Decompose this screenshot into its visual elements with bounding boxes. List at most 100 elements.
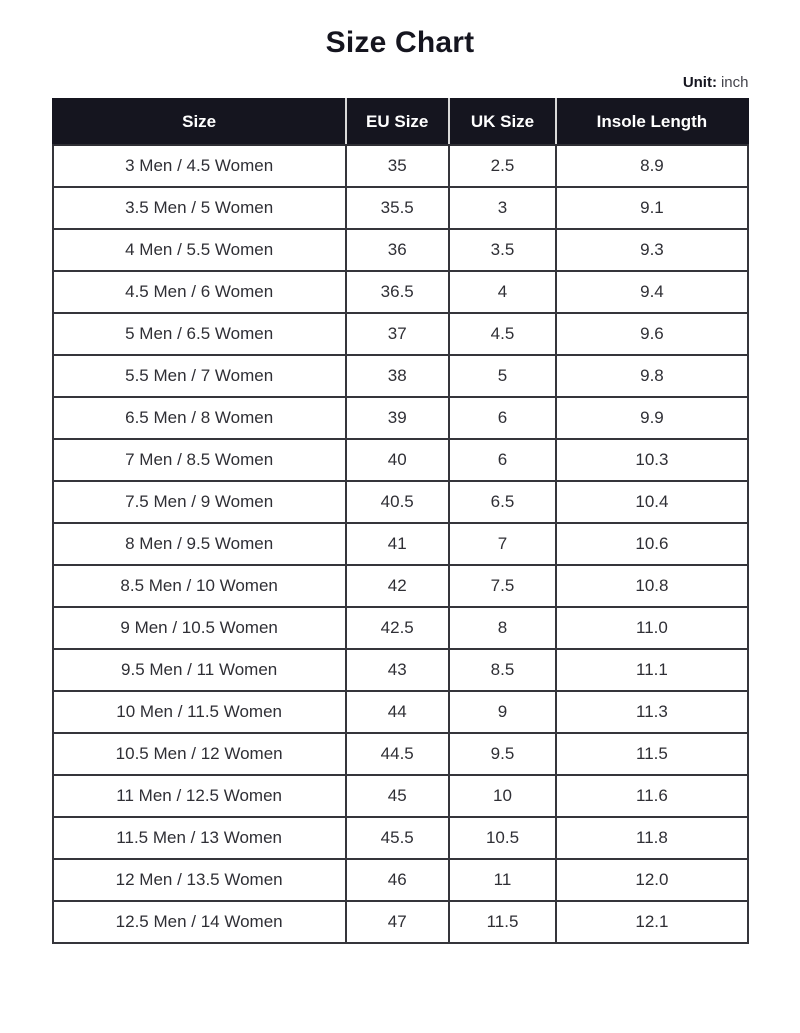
unit-label: Unit: <box>682 74 717 91</box>
table-row: 10 Men / 11.5 Women 44 9 11.3 <box>51 690 749 734</box>
table-row: 12 Men / 13.5 Women 46 11 12.0 <box>51 858 749 902</box>
uk-size-cell: 7 <box>447 522 558 566</box>
eu-size-cell: 40 <box>344 438 450 482</box>
eu-size-cell: 43 <box>344 648 450 692</box>
uk-size-cell: 9 <box>447 690 558 734</box>
insole-length-cell: 10.3 <box>555 438 749 482</box>
unit-note: Unit: inch <box>52 74 749 91</box>
page-title: Size Chart <box>325 26 475 59</box>
size-cell: 8 Men / 9.5 Women <box>51 522 347 566</box>
size-cell: 10.5 Men / 12 Women <box>51 732 347 776</box>
insole-length-cell: 12.1 <box>555 900 749 944</box>
column-header-insole-length: Insole Length <box>555 98 749 146</box>
eu-size-cell: 44 <box>344 690 450 734</box>
size-cell: 3.5 Men / 5 Women <box>51 186 347 230</box>
uk-size-cell: 10.5 <box>447 816 558 860</box>
insole-length-cell: 9.8 <box>555 354 749 398</box>
uk-size-cell: 8.5 <box>447 648 558 692</box>
table-row: 3 Men / 4.5 Women 35 2.5 8.9 <box>51 144 749 188</box>
eu-size-cell: 38 <box>344 354 450 398</box>
size-cell: 4 Men / 5.5 Women <box>51 228 347 272</box>
size-cell: 9.5 Men / 11 Women <box>51 648 347 692</box>
size-chart-table: Size EU Size UK Size Insole Length 3 Men… <box>51 98 749 944</box>
size-cell: 10 Men / 11.5 Women <box>51 690 347 734</box>
table-row: 9.5 Men / 11 Women 43 8.5 11.1 <box>51 648 749 692</box>
uk-size-cell: 11.5 <box>447 900 558 944</box>
insole-length-cell: 11.1 <box>555 648 749 692</box>
table-row: 7.5 Men / 9 Women 40.5 6.5 10.4 <box>51 480 749 524</box>
table-row: 7 Men / 8.5 Women 40 6 10.3 <box>51 438 749 482</box>
size-cell: 12.5 Men / 14 Women <box>51 900 347 944</box>
uk-size-cell: 11 <box>447 858 558 902</box>
table-row: 8.5 Men / 10 Women 42 7.5 10.8 <box>51 564 749 608</box>
insole-length-cell: 12.0 <box>555 858 749 902</box>
uk-size-cell: 3.5 <box>447 228 558 272</box>
uk-size-cell: 10 <box>447 774 558 818</box>
uk-size-cell: 7.5 <box>447 564 558 608</box>
eu-size-cell: 47 <box>344 900 450 944</box>
column-header-uk-size: UK Size <box>447 98 558 146</box>
uk-size-cell: 6 <box>447 396 558 440</box>
column-header-size: Size <box>51 98 347 146</box>
table-row: 11 Men / 12.5 Women 45 10 11.6 <box>51 774 749 818</box>
table-row: 5.5 Men / 7 Women 38 5 9.8 <box>51 354 749 398</box>
uk-size-cell: 6.5 <box>447 480 558 524</box>
uk-size-cell: 9.5 <box>447 732 558 776</box>
insole-length-cell: 8.9 <box>555 144 749 188</box>
size-cell: 3 Men / 4.5 Women <box>51 144 347 188</box>
insole-length-cell: 9.9 <box>555 396 749 440</box>
table-row: 8 Men / 9.5 Women 41 7 10.6 <box>51 522 749 566</box>
insole-length-cell: 10.8 <box>555 564 749 608</box>
uk-size-cell: 3 <box>447 186 558 230</box>
uk-size-cell: 4 <box>447 270 558 314</box>
table-row: 6.5 Men / 8 Women 39 6 9.9 <box>51 396 749 440</box>
size-cell: 11 Men / 12.5 Women <box>51 774 347 818</box>
insole-length-cell: 11.3 <box>555 690 749 734</box>
insole-length-cell: 9.4 <box>555 270 749 314</box>
table-row: 3.5 Men / 5 Women 35.5 3 9.1 <box>51 186 749 230</box>
eu-size-cell: 37 <box>344 312 450 356</box>
table-row: 12.5 Men / 14 Women 47 11.5 12.1 <box>51 900 749 944</box>
column-header-eu-size: EU Size <box>344 98 450 146</box>
eu-size-cell: 45.5 <box>344 816 450 860</box>
size-cell: 5 Men / 6.5 Women <box>51 312 347 356</box>
table-row: 4 Men / 5.5 Women 36 3.5 9.3 <box>51 228 749 272</box>
table-row: 9 Men / 10.5 Women 42.5 8 11.0 <box>51 606 749 650</box>
eu-size-cell: 36 <box>344 228 450 272</box>
table-row: 11.5 Men / 13 Women 45.5 10.5 11.8 <box>51 816 749 860</box>
eu-size-cell: 39 <box>344 396 450 440</box>
eu-size-cell: 36.5 <box>344 270 450 314</box>
table-header-row: Size EU Size UK Size Insole Length <box>51 98 749 146</box>
size-cell: 7 Men / 8.5 Women <box>51 438 347 482</box>
uk-size-cell: 5 <box>447 354 558 398</box>
eu-size-cell: 45 <box>344 774 450 818</box>
insole-length-cell: 10.6 <box>555 522 749 566</box>
insole-length-cell: 9.3 <box>555 228 749 272</box>
insole-length-cell: 9.1 <box>555 186 749 230</box>
size-cell: 5.5 Men / 7 Women <box>51 354 347 398</box>
insole-length-cell: 9.6 <box>555 312 749 356</box>
table-body: 3 Men / 4.5 Women 35 2.5 8.9 3.5 Men / 5 Wom… <box>51 144 749 944</box>
eu-size-cell: 41 <box>344 522 450 566</box>
table-row: 10.5 Men / 12 Women 44.5 9.5 11.5 <box>51 732 749 776</box>
size-cell: 7.5 Men / 9 Women <box>51 480 347 524</box>
size-cell: 8.5 Men / 10 Women <box>51 564 347 608</box>
size-cell: 6.5 Men / 8 Women <box>51 396 347 440</box>
unit-value: inch <box>720 74 749 91</box>
insole-length-cell: 11.8 <box>555 816 749 860</box>
eu-size-cell: 35.5 <box>344 186 450 230</box>
size-cell: 11.5 Men / 13 Women <box>51 816 347 860</box>
table-row: 4.5 Men / 6 Women 36.5 4 9.4 <box>51 270 749 314</box>
size-cell: 9 Men / 10.5 Women <box>51 606 347 650</box>
uk-size-cell: 2.5 <box>447 144 558 188</box>
size-cell: 12 Men / 13.5 Women <box>51 858 347 902</box>
uk-size-cell: 8 <box>447 606 558 650</box>
eu-size-cell: 42 <box>344 564 450 608</box>
eu-size-cell: 35 <box>344 144 450 188</box>
insole-length-cell: 10.4 <box>555 480 749 524</box>
eu-size-cell: 40.5 <box>344 480 450 524</box>
insole-length-cell: 11.0 <box>555 606 749 650</box>
insole-length-cell: 11.6 <box>555 774 749 818</box>
uk-size-cell: 6 <box>447 438 558 482</box>
